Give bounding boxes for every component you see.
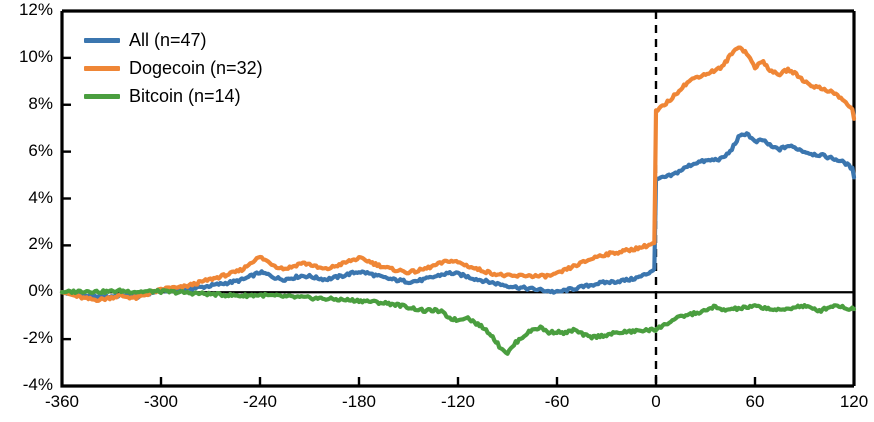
y-tick-label: -2% <box>22 328 53 348</box>
series-line-3 <box>59 287 857 356</box>
y-tick-label: 10% <box>18 46 53 66</box>
y-tick-label: 4% <box>28 187 53 207</box>
legend-entry-1: All (n=47) <box>84 30 207 51</box>
x-tick-label: -120 <box>440 392 476 411</box>
x-tick-label: -360 <box>44 392 80 411</box>
legend-swatch-icon <box>84 66 120 71</box>
legend-label: Dogecoin (n=32) <box>129 58 263 78</box>
legend-entry-3: Bitcoin (n=14) <box>84 86 241 107</box>
legend-label: All (n=47) <box>129 30 207 50</box>
x-tick-label: -60 <box>544 392 570 411</box>
y-tick-label: 0% <box>28 281 53 301</box>
x-tick-label: 0 <box>651 392 661 411</box>
x-tick-label: -300 <box>143 392 179 411</box>
legend-label: Bitcoin (n=14) <box>129 86 241 106</box>
y-tick-label: 8% <box>28 93 53 113</box>
y-tick-label: 12% <box>18 0 53 19</box>
legend-entry-2: Dogecoin (n=32) <box>84 58 263 79</box>
x-tick-label: 60 <box>745 392 765 411</box>
legend-swatch-icon <box>84 94 120 99</box>
x-tick-label: 120 <box>839 392 869 411</box>
x-tick-label: -240 <box>242 392 278 411</box>
series-line-2 <box>59 45 857 303</box>
y-tick-label: 2% <box>28 234 53 254</box>
y-tick-label: -4% <box>22 375 53 394</box>
legend-swatch-icon <box>84 38 120 43</box>
x-tick-label: -180 <box>341 392 377 411</box>
y-tick-label: 6% <box>28 140 53 160</box>
series-line-1 <box>59 131 857 301</box>
